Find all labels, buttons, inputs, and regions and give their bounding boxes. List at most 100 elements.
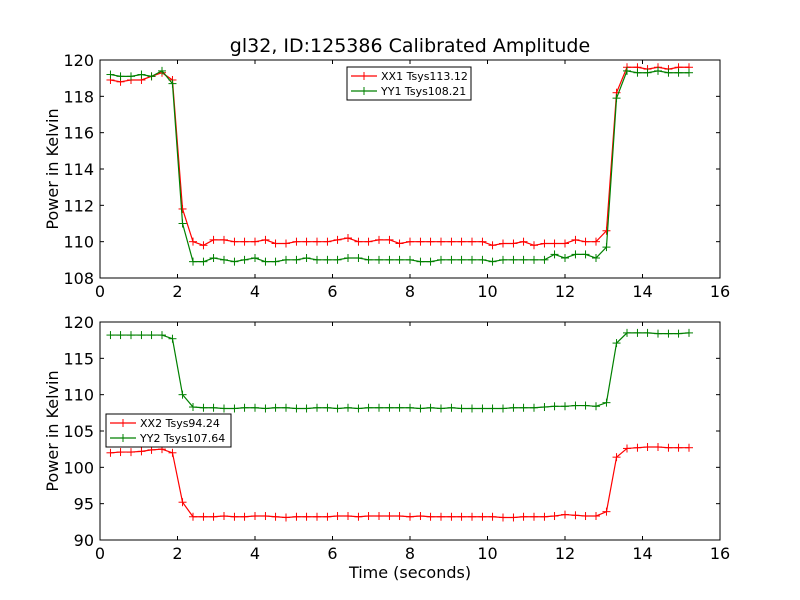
data-point bbox=[488, 257, 497, 266]
data-point bbox=[592, 237, 600, 246]
data-point bbox=[540, 403, 549, 412]
top-panel: 0 2 4 6 8 10 12 14 16 108 110 112 114 116 118 120 Power … bbox=[43, 51, 730, 301]
data-point bbox=[313, 512, 321, 521]
data-point bbox=[519, 255, 528, 264]
data-point bbox=[406, 512, 414, 521]
data-point bbox=[178, 204, 187, 213]
data-point bbox=[530, 403, 538, 412]
data-point bbox=[612, 453, 621, 462]
data-point bbox=[426, 257, 435, 266]
data-point bbox=[623, 444, 631, 453]
data-point bbox=[313, 403, 321, 412]
data-point bbox=[664, 68, 673, 77]
legend-item: YY2 Tsys107.64 bbox=[110, 432, 225, 445]
x-tick-label: 8 bbox=[405, 544, 415, 563]
data-point bbox=[158, 66, 166, 75]
data-point bbox=[406, 237, 414, 246]
data-point bbox=[395, 512, 404, 521]
x-tick-label: 0 bbox=[95, 282, 105, 301]
data-point bbox=[240, 237, 249, 246]
data-point bbox=[478, 512, 487, 521]
data-point bbox=[209, 403, 218, 412]
data-point bbox=[209, 512, 218, 521]
data-point bbox=[364, 237, 373, 246]
data-point bbox=[623, 66, 631, 75]
data-point bbox=[509, 239, 518, 248]
y-tick-label: 118 bbox=[63, 87, 94, 106]
data-point bbox=[633, 443, 642, 452]
legend-label: YY2 Tsys107.64 bbox=[139, 432, 225, 445]
data-point bbox=[488, 512, 497, 521]
legend-box bbox=[346, 66, 472, 101]
data-point bbox=[499, 239, 507, 248]
data-point bbox=[602, 507, 611, 516]
y-tick-label: 108 bbox=[63, 269, 94, 288]
data-point bbox=[540, 255, 549, 264]
data-point bbox=[550, 512, 559, 521]
data-point bbox=[561, 239, 569, 248]
legend-item: YY1 Tsys108.21 bbox=[351, 85, 466, 98]
data-point bbox=[199, 257, 208, 266]
x-tick-label: 4 bbox=[250, 544, 260, 563]
data-point bbox=[571, 235, 580, 244]
data-point bbox=[261, 404, 270, 413]
data-point bbox=[333, 512, 342, 521]
data-point bbox=[406, 403, 414, 412]
data-point bbox=[674, 329, 683, 338]
y-tick-label: 105 bbox=[63, 422, 94, 441]
data-point bbox=[530, 512, 538, 521]
legend-label: YY1 Tsys108.21 bbox=[380, 85, 466, 98]
data-point bbox=[581, 237, 590, 246]
data-point bbox=[437, 404, 445, 413]
data-point bbox=[240, 403, 249, 412]
data-point bbox=[592, 512, 600, 521]
data-point bbox=[158, 331, 166, 340]
data-point bbox=[251, 512, 259, 521]
data-point bbox=[220, 235, 228, 244]
data-point bbox=[137, 447, 146, 456]
data-point bbox=[292, 404, 301, 413]
data-point bbox=[282, 239, 290, 248]
x-tick-label: 2 bbox=[172, 282, 182, 301]
data-point bbox=[540, 239, 549, 248]
data-point bbox=[561, 402, 569, 411]
data-point bbox=[199, 241, 208, 250]
data-point bbox=[364, 403, 373, 412]
data-point bbox=[168, 448, 177, 457]
data-point bbox=[550, 250, 559, 259]
data-point bbox=[571, 250, 580, 259]
data-point bbox=[457, 404, 466, 413]
data-point bbox=[664, 443, 673, 452]
data-point bbox=[178, 498, 187, 507]
data-point bbox=[178, 390, 187, 399]
data-point bbox=[426, 237, 435, 246]
data-point bbox=[385, 403, 394, 412]
x-tick-label: 0 bbox=[95, 544, 105, 563]
x-tick-label: 8 bbox=[405, 282, 415, 301]
data-point bbox=[220, 512, 228, 521]
data-point bbox=[447, 512, 456, 521]
data-point bbox=[643, 442, 652, 451]
data-point bbox=[127, 331, 135, 340]
data-point bbox=[530, 241, 538, 250]
y-tick-label: 120 bbox=[63, 313, 94, 332]
data-point bbox=[375, 403, 383, 412]
data-point bbox=[302, 254, 311, 263]
data-point bbox=[602, 398, 611, 407]
data-point bbox=[261, 512, 270, 521]
y-tick-label: 112 bbox=[63, 196, 94, 215]
data-point bbox=[189, 512, 197, 521]
data-point bbox=[416, 237, 425, 246]
data-point bbox=[137, 331, 146, 340]
data-point bbox=[292, 237, 301, 246]
data-point bbox=[344, 234, 352, 243]
data-point bbox=[375, 512, 383, 521]
data-point bbox=[168, 334, 177, 343]
x-tick-label: 4 bbox=[250, 282, 260, 301]
legend-label: XX2 Tsys94.24 bbox=[140, 417, 220, 430]
data-point bbox=[302, 237, 311, 246]
data-point bbox=[354, 254, 363, 263]
x-tick-label: 12 bbox=[555, 544, 575, 563]
x-tick-label: 16 bbox=[710, 544, 730, 563]
data-point bbox=[313, 237, 321, 246]
